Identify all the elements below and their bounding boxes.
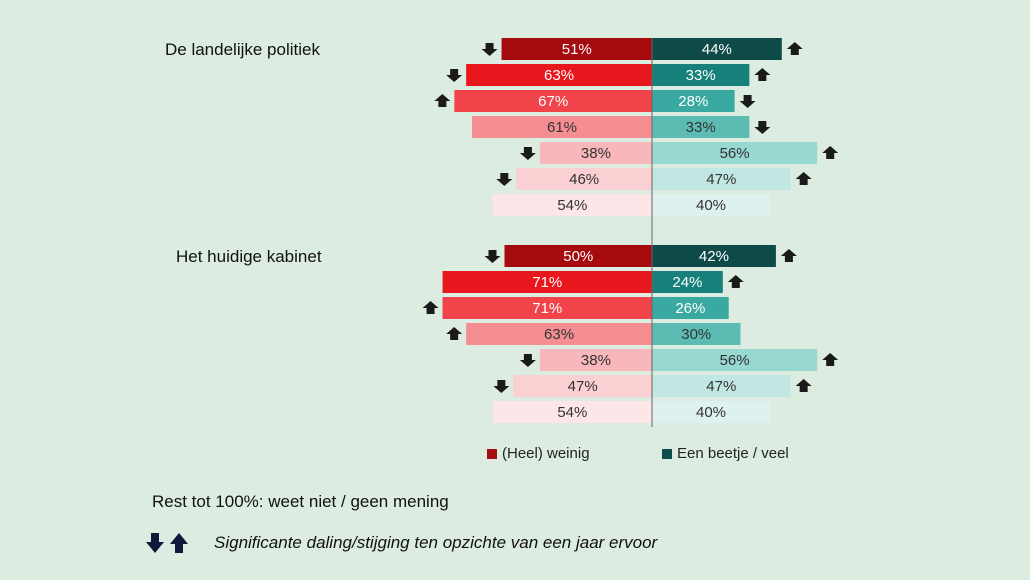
arrow-up-icon — [170, 533, 188, 553]
label-weinig-g1-r3: 63% — [544, 326, 574, 343]
bar-veel-g1-r3 — [652, 323, 741, 345]
bar-weinig-g1-r5 — [513, 375, 652, 397]
change-arrow-down-icon — [484, 250, 501, 263]
label-weinig-g0-r5: 46% — [569, 171, 599, 188]
bar-veel-g0-r4 — [652, 142, 818, 164]
legend-swatch-veel — [662, 448, 672, 459]
bar-weinig-g0-r0 — [501, 38, 652, 60]
bar-weinig-g0-r3 — [472, 116, 652, 138]
bar-weinig-g1-r0 — [504, 245, 652, 267]
legend-label-weinig: (Heel) weinig — [502, 445, 590, 462]
label-veel-g1-r4: 56% — [720, 352, 750, 369]
label-weinig-g1-r0: 50% — [563, 248, 593, 265]
label-weinig-g1-r6: 54% — [557, 404, 587, 421]
change-arrow-up-icon — [780, 249, 797, 262]
bar-veel-g0-r3 — [652, 116, 750, 138]
arrow-down-icon — [146, 533, 164, 553]
group-title-huidige-kabinet: Het huidige kabinet — [176, 247, 322, 266]
label-weinig-g1-r4: 38% — [581, 352, 611, 369]
significance-text: Significante daling/stijging ten opzicht… — [214, 533, 658, 552]
label-weinig-g1-r5: 47% — [568, 378, 598, 395]
bar-weinig-g1-r4 — [539, 349, 652, 371]
label-veel-g1-r1: 24% — [672, 274, 702, 291]
diverging-bar-chart: 51% 44% 63% 33% 67% 28% 61% 33% 38% 56% 46% 47% 54% 4… — [422, 38, 839, 427]
label-veel-g1-r0: 42% — [699, 248, 729, 265]
bar-weinig-g0-r5 — [516, 168, 652, 190]
bar-veel-g0-r6 — [652, 194, 770, 216]
change-arrow-down-icon — [496, 173, 513, 186]
bar-veel-g0-r1 — [652, 64, 750, 86]
change-arrow-up-icon — [822, 146, 839, 159]
change-arrow-down-icon — [754, 121, 771, 134]
label-veel-g0-r6: 40% — [696, 197, 726, 214]
label-veel-g1-r3: 30% — [681, 326, 711, 343]
rest-note: Rest tot 100%: weet niet / geen mening — [152, 492, 449, 511]
change-arrow-down-icon — [446, 69, 463, 82]
bar-veel-g0-r2 — [652, 90, 735, 112]
label-weinig-g0-r0: 51% — [562, 41, 592, 58]
change-arrow-down-icon — [519, 354, 536, 367]
label-veel-g0-r4: 56% — [720, 145, 750, 162]
label-weinig-g0-r2: 67% — [538, 93, 568, 110]
bar-veel-g1-r5 — [652, 375, 791, 397]
legend-item-weinig: (Heel) weinig — [487, 445, 590, 462]
bar-veel-g0-r5 — [652, 168, 791, 190]
change-arrow-up-icon — [446, 327, 463, 340]
change-arrow-down-icon — [739, 95, 756, 108]
change-arrow-up-icon — [434, 94, 451, 107]
legend-item-veel: Een beetje / veel — [662, 445, 789, 462]
label-weinig-g1-r2: 71% — [532, 300, 562, 317]
significance-note: Significante daling/stijging ten opzicht… — [146, 533, 657, 553]
change-arrow-up-icon — [422, 301, 439, 314]
label-weinig-g0-r6: 54% — [557, 197, 587, 214]
label-veel-g0-r2: 28% — [678, 93, 708, 110]
bar-veel-g1-r2 — [652, 297, 729, 319]
label-veel-g0-r0: 44% — [702, 41, 732, 58]
bar-veel-g1-r6 — [652, 401, 770, 423]
legend-swatch-weinig — [487, 448, 497, 459]
label-veel-g0-r3: 33% — [686, 119, 716, 136]
label-weinig-g1-r1: 71% — [532, 274, 562, 291]
bar-veel-g1-r1 — [652, 271, 723, 293]
bar-weinig-g0-r1 — [466, 64, 652, 86]
change-arrow-up-icon — [795, 379, 812, 392]
label-veel-g0-r1: 33% — [686, 67, 716, 84]
change-arrow-up-icon — [754, 68, 771, 81]
bar-veel-g1-r4 — [652, 349, 818, 371]
label-weinig-g0-r1: 63% — [544, 67, 574, 84]
bar-weinig-g1-r3 — [466, 323, 652, 345]
label-veel-g0-r5: 47% — [706, 171, 736, 188]
label-veel-g1-r5: 47% — [706, 378, 736, 395]
bar-veel-g0-r0 — [652, 38, 782, 60]
change-arrow-up-icon — [795, 172, 812, 185]
label-weinig-g0-r4: 38% — [581, 145, 611, 162]
bar-weinig-g0-r4 — [539, 142, 652, 164]
change-arrow-down-icon — [481, 43, 498, 56]
change-arrow-up-icon — [786, 42, 803, 55]
legend-label-veel: Een beetje / veel — [677, 445, 789, 462]
label-veel-g1-r6: 40% — [696, 404, 726, 421]
significance-arrows — [146, 533, 188, 553]
group-title-landelijke-politiek: De landelijke politiek — [165, 40, 320, 59]
bar-weinig-g1-r2 — [442, 297, 652, 319]
change-arrow-up-icon — [822, 353, 839, 366]
change-arrow-down-icon — [519, 147, 536, 160]
bar-veel-g1-r0 — [652, 245, 776, 267]
change-arrow-up-icon — [727, 275, 744, 288]
bar-weinig-g1-r1 — [442, 271, 652, 293]
label-weinig-g0-r3: 61% — [547, 119, 577, 136]
change-arrow-down-icon — [493, 380, 510, 393]
bar-weinig-g1-r6 — [492, 401, 652, 423]
bar-weinig-g0-r6 — [492, 194, 652, 216]
label-veel-g1-r2: 26% — [675, 300, 705, 317]
bar-weinig-g0-r2 — [454, 90, 652, 112]
